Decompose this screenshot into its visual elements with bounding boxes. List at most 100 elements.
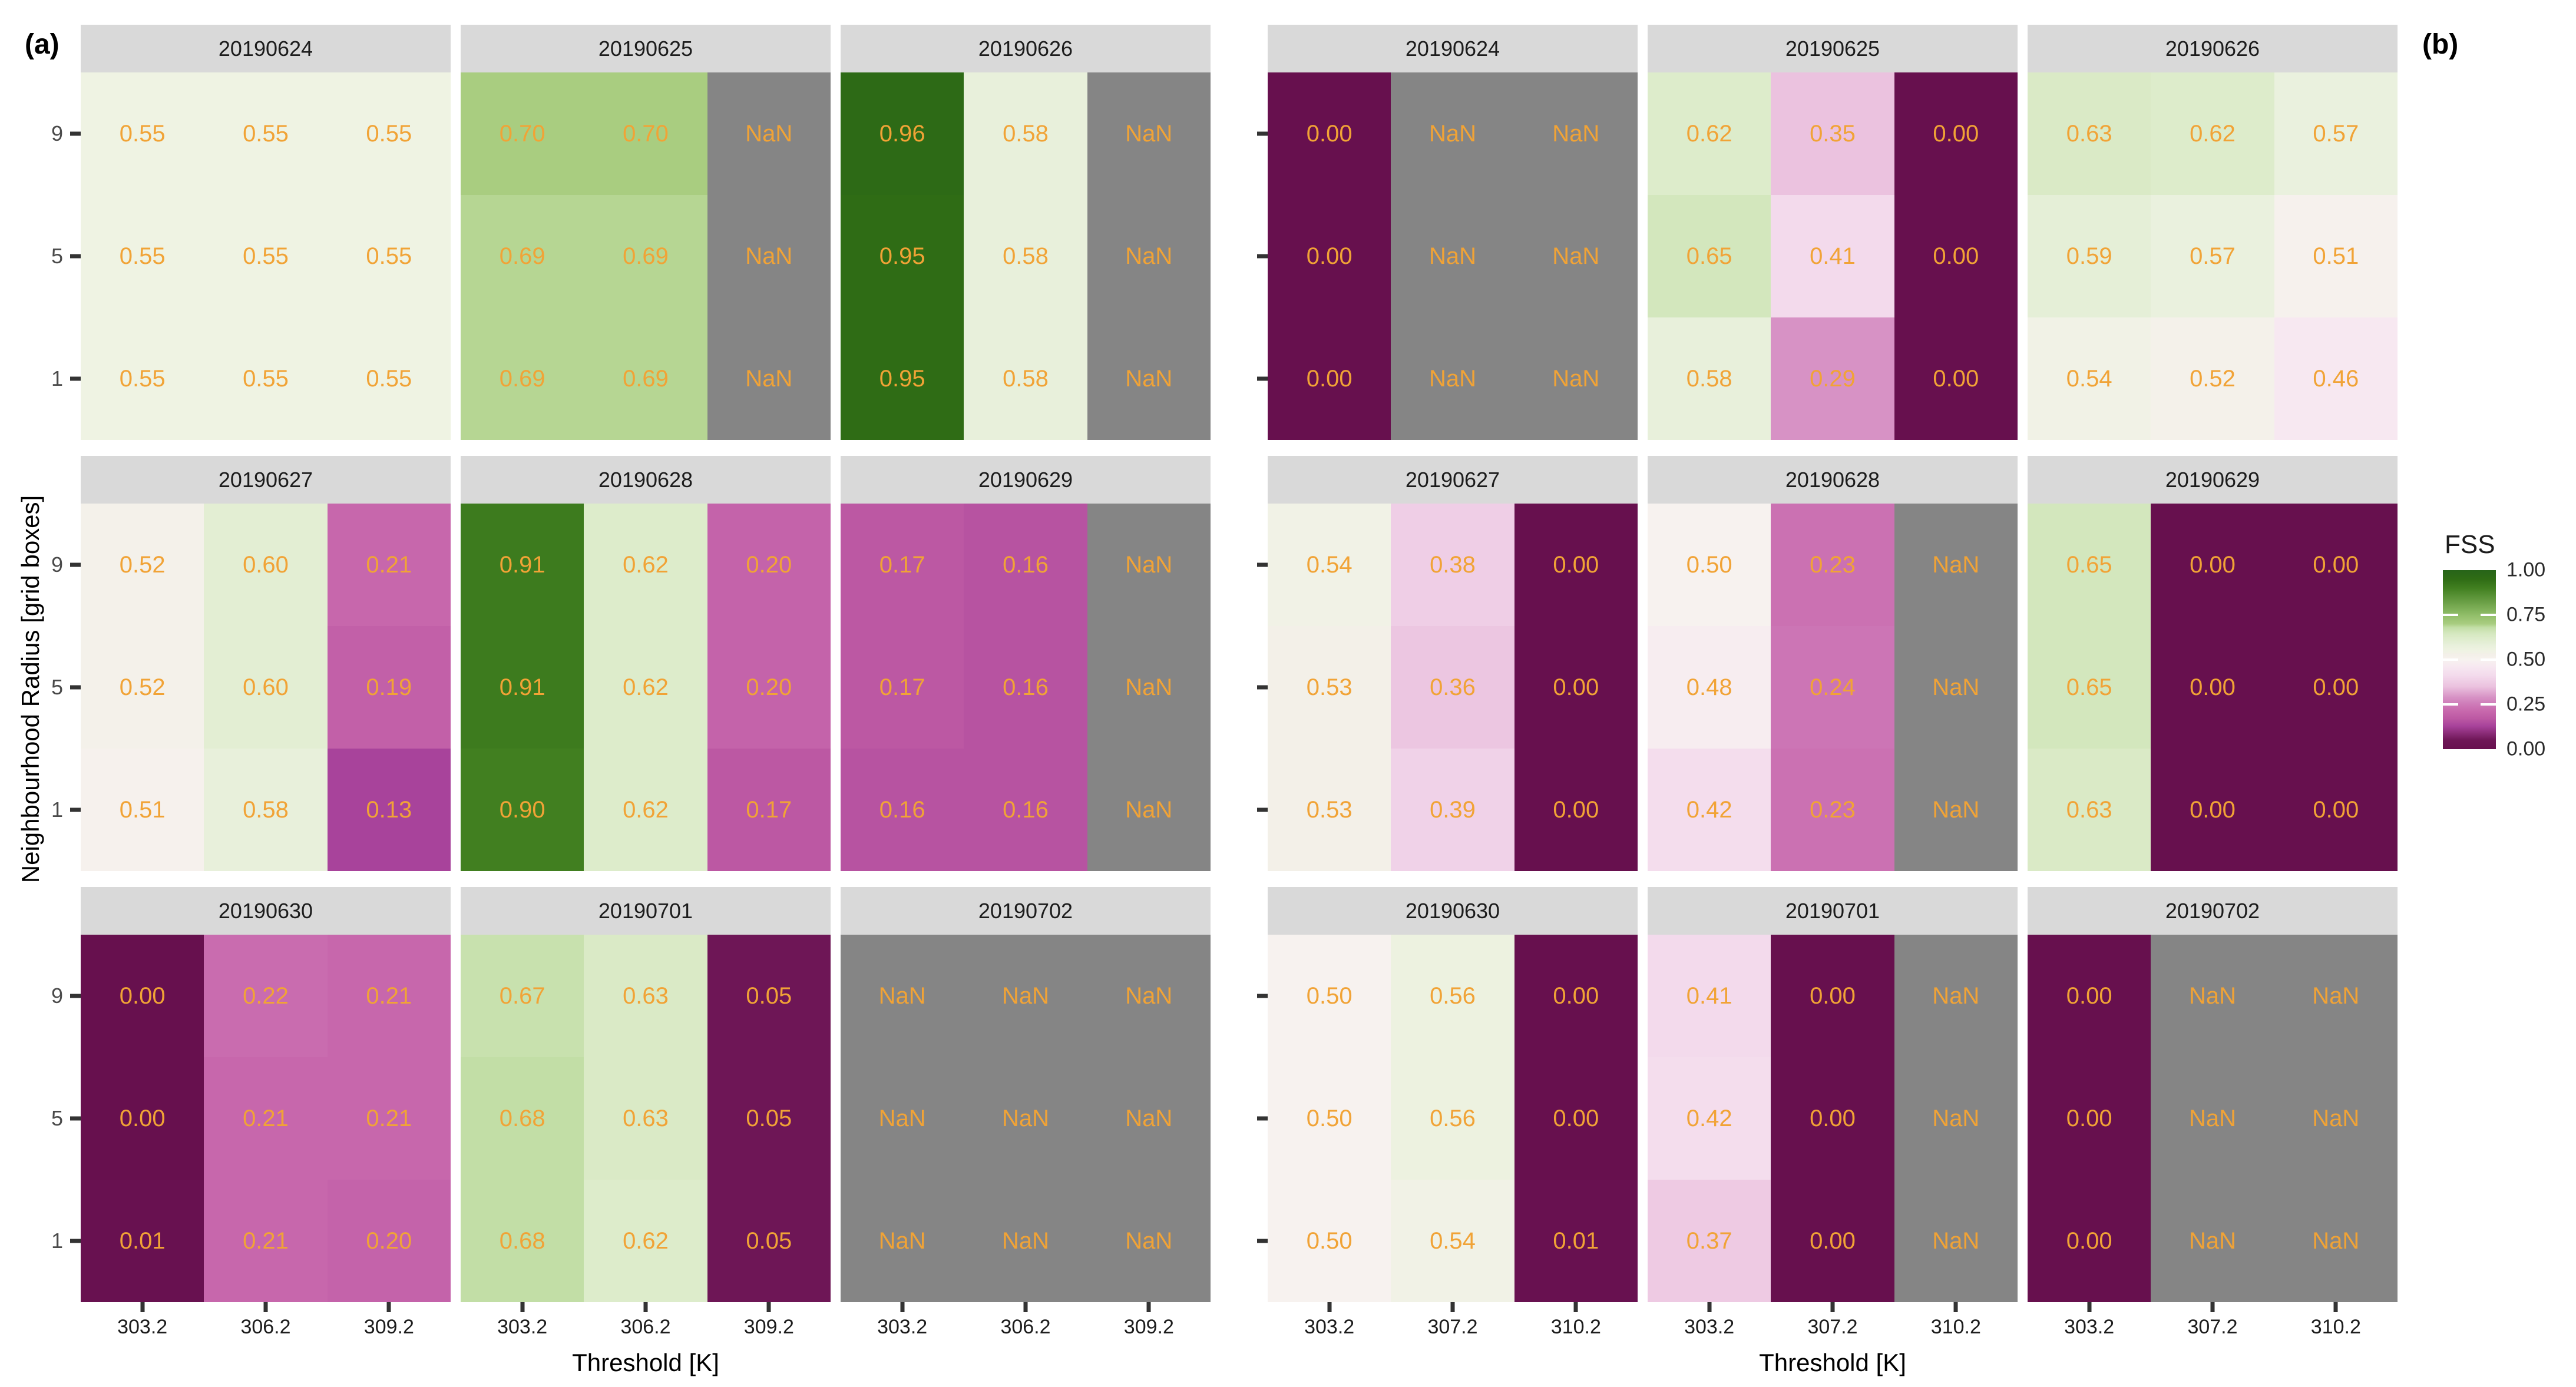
heatmap-cell-b-20190624-r5-t303.2: 0.00	[1268, 195, 1391, 317]
heatmap-cell-a-20190625-r1-t306.2: 0.69	[584, 317, 707, 440]
heatmap-cell-a-20190624-r9-t306.2: 0.55	[204, 72, 328, 195]
facet-title: 20190701	[1648, 887, 2018, 935]
x-tick-mark	[140, 1302, 145, 1312]
y-tick-mark	[1257, 376, 1268, 381]
heatmap-cell-b-20190629-r1-t307.2: 0.00	[2151, 749, 2274, 871]
heatmap-cell-a-20190627-r9-t303.2: 0.52	[81, 504, 204, 626]
x-tick-label: 310.2	[1550, 1316, 1601, 1338]
facet-b-20190702: 20190702 0.00 NaN NaN 0.00 NaN NaN 0.00 NaN NaN	[2028, 887, 2398, 1302]
x-tick-mark	[1450, 1302, 1455, 1312]
facet-b-20190629: 20190629 0.65 0.00 0.00 0.65 0.00 0.00 0.63 0.00…	[2028, 456, 2398, 871]
x-tick-mark	[2087, 1302, 2092, 1312]
heatmap-cell-a-20190629-r1-t309.2: NaN	[1087, 749, 1211, 871]
facet-title: 20190625	[461, 25, 831, 72]
heatmap-cell-b-20190629-r9-t307.2: 0.00	[2151, 504, 2274, 626]
heatmap-cell-a-20190702-r9-t306.2: NaN	[964, 935, 1087, 1057]
facet-title: 20190624	[81, 25, 451, 72]
x-tick-label: 307.2	[1807, 1316, 1858, 1338]
heatmap-cell-b-20190625-r9-t310.2: 0.00	[1894, 72, 2018, 195]
heatmap-cell-a-20190701-r5-t303.2: 0.68	[461, 1057, 584, 1180]
heatmap-cell-a-20190627-r5-t309.2: 0.19	[327, 626, 451, 749]
heatmap-cell-b-20190625-r9-t303.2: 0.62	[1648, 72, 1771, 195]
heatmap-cell-a-20190701-r1-t303.2: 0.68	[461, 1180, 584, 1302]
heatmap-cell-a-20190630-r9-t306.2: 0.22	[204, 935, 328, 1057]
x-tick-label: 306.2	[240, 1316, 291, 1338]
x-tick-label: 310.2	[1930, 1316, 1981, 1338]
heatmap-cell-b-20190629-r9-t303.2: 0.65	[2028, 504, 2151, 626]
heatmap-cell-a-20190702-r1-t309.2: NaN	[1087, 1180, 1211, 1302]
heatmap-cell-b-20190702-r5-t303.2: 0.00	[2028, 1057, 2151, 1180]
facet-a-20190629: 20190629 0.17 0.16 NaN 0.17 0.16 NaN 0.16 0.16 Na…	[841, 456, 1211, 871]
heatmap-cell-a-20190626-r1-t306.2: 0.58	[964, 317, 1087, 440]
facet-cells: 0.00 0.22 0.21 0.00 0.21 0.21 0.01 0.21 0.20	[81, 935, 451, 1302]
y-tick-mark	[70, 685, 81, 690]
x-tick-mark	[520, 1302, 525, 1312]
heatmap-cell-a-20190627-r1-t309.2: 0.13	[327, 749, 451, 871]
heatmap-cell-a-20190626-r5-t309.2: NaN	[1087, 195, 1211, 317]
facet-cells: 0.17 0.16 NaN 0.17 0.16 NaN 0.16 0.16 NaN	[841, 504, 1211, 871]
heatmap-cell-a-20190628-r9-t303.2: 0.91	[461, 504, 584, 626]
heatmap-cell-a-20190627-r5-t306.2: 0.60	[204, 626, 328, 749]
heatmap-cell-a-20190630-r5-t303.2: 0.00	[81, 1057, 204, 1180]
facet-a-20190625: 20190625 0.70 0.70 NaN 0.69 0.69 NaN 0.69 0.69 Na…	[461, 25, 831, 440]
heatmap-cell-b-20190624-r5-t310.2: NaN	[1514, 195, 1638, 317]
y-tick-mark	[70, 994, 81, 998]
facet-cells: 0.50 0.23 NaN 0.48 0.24 NaN 0.42 0.23 NaN	[1648, 504, 2018, 871]
heatmap-cell-a-20190630-r9-t303.2: 0.00	[81, 935, 204, 1057]
heatmap-cell-b-20190701-r1-t310.2: NaN	[1894, 1180, 2018, 1302]
y-tick-label: 1	[51, 797, 63, 822]
heatmap-cell-b-20190702-r9-t307.2: NaN	[2151, 935, 2274, 1057]
heatmap-cell-a-20190627-r9-t309.2: 0.21	[327, 504, 451, 626]
heatmap-cell-a-20190630-r1-t306.2: 0.21	[204, 1180, 328, 1302]
x-tick-label: 306.2	[620, 1316, 671, 1338]
heatmap-cell-a-20190626-r5-t303.2: 0.95	[841, 195, 964, 317]
legend-tick-dash	[2481, 614, 2496, 616]
heatmap-cell-b-20190628-r1-t307.2: 0.23	[1771, 749, 1894, 871]
heatmap-cell-b-20190702-r1-t310.2: NaN	[2274, 1180, 2398, 1302]
panel-b-label: (b)	[2422, 29, 2459, 60]
facet-title: 20190627	[81, 456, 451, 504]
y-tick-mark	[1257, 994, 1268, 998]
y-tick-mark	[70, 807, 81, 812]
heatmap-cell-b-20190701-r9-t307.2: 0.00	[1771, 935, 1894, 1057]
x-tick-mark	[643, 1302, 648, 1312]
legend-tick-label: 0.00	[2506, 737, 2546, 760]
heatmap-cell-b-20190625-r5-t310.2: 0.00	[1894, 195, 2018, 317]
x-tick-mark	[1327, 1302, 1332, 1312]
facet-cells: 0.96 0.58 NaN 0.95 0.58 NaN 0.95 0.58 NaN	[841, 72, 1211, 440]
facet-b-20190625: 20190625 0.62 0.35 0.00 0.65 0.41 0.00 0.58 0.29…	[1648, 25, 2018, 440]
heatmap-cell-a-20190701-r9-t303.2: 0.67	[461, 935, 584, 1057]
facet-cells: 0.00 NaN NaN 0.00 NaN NaN 0.00 NaN NaN	[1268, 72, 1638, 440]
heatmap-cell-b-20190626-r1-t307.2: 0.52	[2151, 317, 2274, 440]
facet-cells: 0.50 0.56 0.00 0.50 0.56 0.00 0.50 0.54 0.01	[1268, 935, 1638, 1302]
heatmap-cell-a-20190625-r5-t303.2: 0.69	[461, 195, 584, 317]
heatmap-cell-b-20190624-r9-t303.2: 0.00	[1268, 72, 1391, 195]
heatmap-cell-b-20190624-r9-t310.2: NaN	[1514, 72, 1638, 195]
heatmap-cell-b-20190630-r1-t303.2: 0.50	[1268, 1180, 1391, 1302]
heatmap-cell-b-20190627-r9-t310.2: 0.00	[1514, 504, 1638, 626]
y-tick-label: 1	[51, 366, 63, 390]
heatmap-cell-b-20190625-r1-t310.2: 0.00	[1894, 317, 2018, 440]
heatmap-cell-b-20190701-r5-t310.2: NaN	[1894, 1057, 2018, 1180]
x-tick-label: 310.2	[2310, 1316, 2361, 1338]
heatmap-cell-b-20190630-r1-t310.2: 0.01	[1514, 1180, 1638, 1302]
heatmap-cell-b-20190626-r1-t303.2: 0.54	[2028, 317, 2151, 440]
facet-a-20190627: 20190627 0.52 0.60 0.21 0.52 0.60 0.19 0.51 0.58…	[81, 456, 451, 871]
x-tick-mark	[1573, 1302, 1578, 1312]
facet-b-20190628: 20190628 0.50 0.23 NaN 0.48 0.24 NaN 0.42 0.23 Na…	[1648, 456, 2018, 871]
heatmap-cell-b-20190701-r5-t307.2: 0.00	[1771, 1057, 1894, 1180]
facet-cells: NaN NaN NaN NaN NaN NaN NaN NaN NaN	[841, 935, 1211, 1302]
heatmap-cell-b-20190624-r5-t307.2: NaN	[1391, 195, 1514, 317]
x-tick-label: 309.2	[363, 1316, 414, 1338]
heatmap-cell-b-20190702-r1-t307.2: NaN	[2151, 1180, 2274, 1302]
heatmap-cell-b-20190702-r9-t310.2: NaN	[2274, 935, 2398, 1057]
y-tick-mark	[1257, 807, 1268, 812]
heatmap-cell-a-20190630-r1-t309.2: 0.20	[327, 1180, 451, 1302]
facet-title: 20190628	[461, 456, 831, 504]
facet-title: 20190629	[841, 456, 1211, 504]
x-tick-mark	[386, 1302, 391, 1312]
facet-b-20190627: 20190627 0.54 0.38 0.00 0.53 0.36 0.00 0.53 0.39…	[1268, 456, 1638, 871]
heatmap-cell-b-20190629-r5-t310.2: 0.00	[2274, 626, 2398, 749]
heatmap-cell-b-20190628-r1-t303.2: 0.42	[1648, 749, 1771, 871]
